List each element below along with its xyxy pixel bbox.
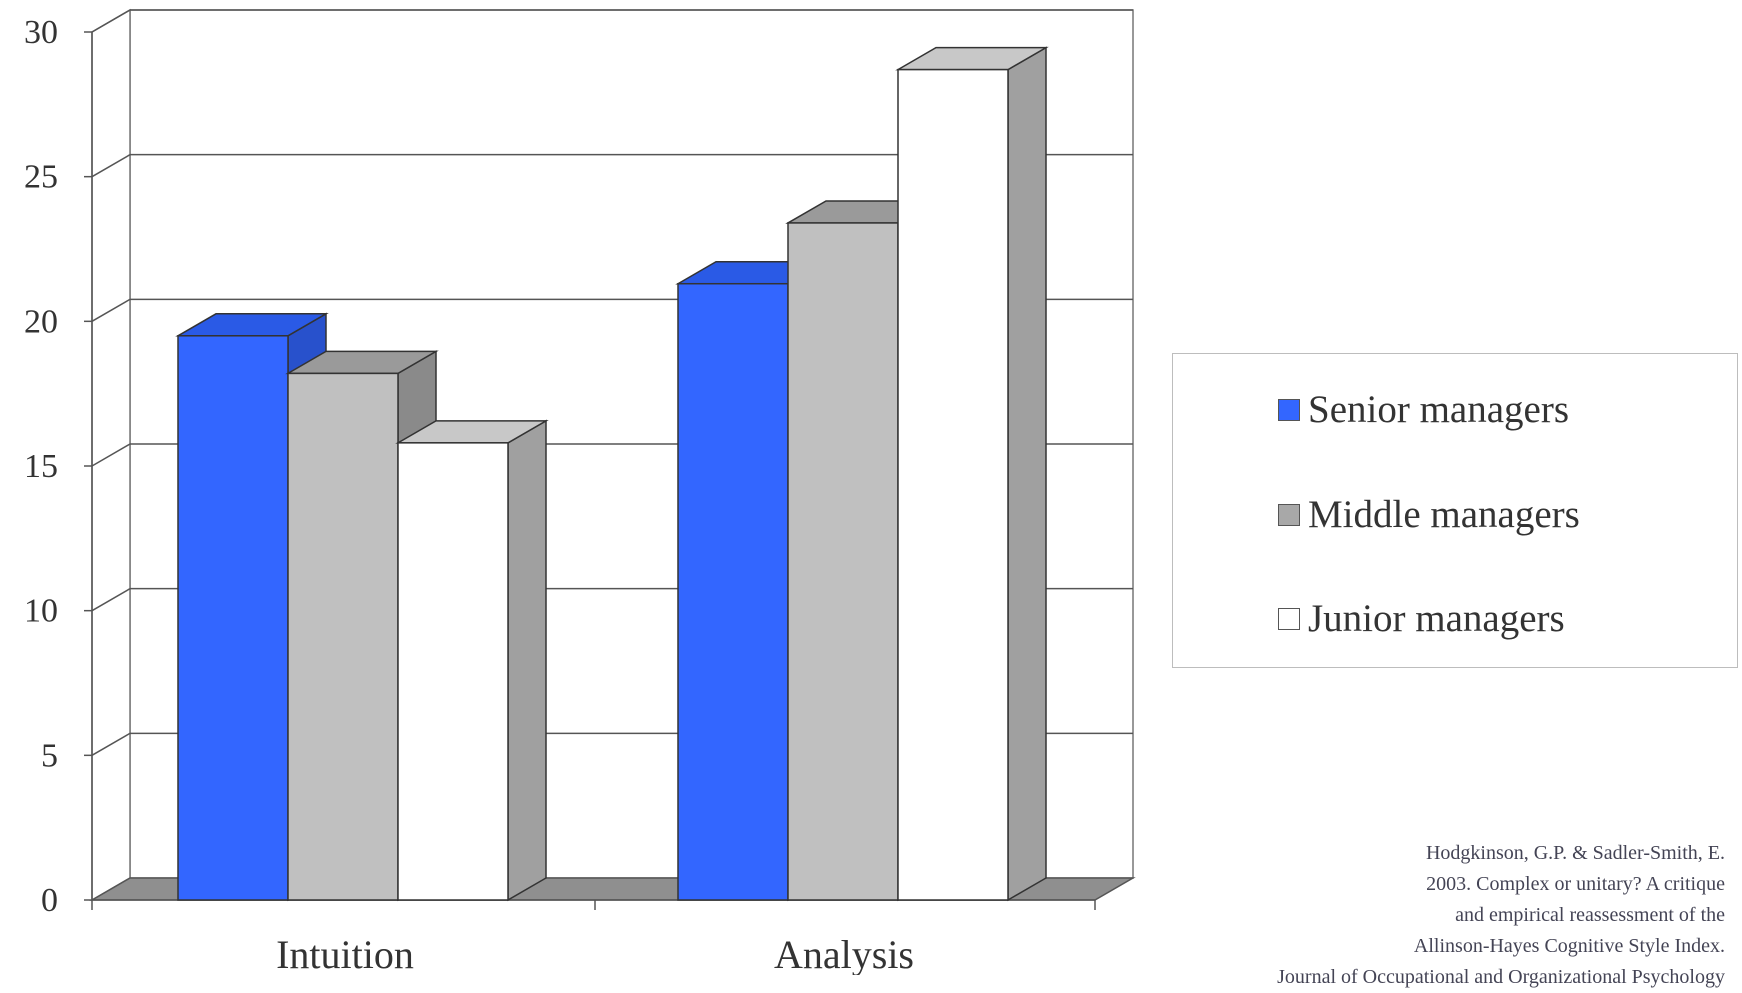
gridline-depth bbox=[91, 443, 131, 467]
bar-side-intuition-2 bbox=[507, 419, 547, 902]
bar-side-analysis-2 bbox=[1007, 46, 1047, 902]
legend-label-junior: Junior managers bbox=[1308, 597, 1565, 640]
gridline-depth bbox=[91, 298, 131, 322]
gridline-depth bbox=[91, 9, 131, 33]
citation-line: Allinson-Hayes Cognitive Style Index. bbox=[1413, 935, 1725, 957]
x-tick-label-intuition: Intuition bbox=[276, 932, 414, 975]
citation-line: Journal of Occupational and Organization… bbox=[1277, 966, 1725, 988]
y-tick-label: 10 bbox=[24, 593, 58, 630]
y-tick-label: 5 bbox=[41, 737, 58, 774]
y-tick-label: 15 bbox=[24, 448, 58, 485]
legend-swatch-senior bbox=[1278, 398, 1300, 421]
bar-analysis-senior-managers bbox=[677, 282, 789, 901]
legend-item-junior: Junior managers bbox=[1278, 596, 1565, 641]
legend-swatch-middle bbox=[1278, 503, 1300, 526]
y-tick-label: 0 bbox=[41, 882, 58, 919]
gridline-depth bbox=[91, 732, 131, 756]
x-tick-label-analysis: Analysis bbox=[774, 932, 914, 975]
bar-intuition-middle-managers bbox=[287, 372, 399, 901]
legend-item-middle: Middle managers bbox=[1278, 492, 1580, 537]
citation-line: Hodgkinson, G.P. & Sadler-Smith, E. bbox=[1425, 842, 1725, 864]
citation-line: 2003. Complex or unitary? A critique bbox=[1426, 873, 1725, 895]
y-tick-label: 25 bbox=[24, 159, 58, 196]
citation-line: and empirical reassessment of the bbox=[1455, 904, 1725, 926]
legend-label-senior: Senior managers bbox=[1308, 388, 1570, 431]
bar-analysis-middle-managers bbox=[787, 222, 899, 901]
legend-label-middle: Middle managers bbox=[1308, 493, 1580, 536]
gridline-depth bbox=[91, 154, 131, 178]
y-tick-label: 30 bbox=[24, 14, 58, 51]
gridline-depth bbox=[91, 588, 131, 612]
legend-swatch-junior bbox=[1278, 607, 1300, 630]
bar-intuition-senior-managers bbox=[177, 335, 289, 901]
bar-analysis-junior-managers bbox=[897, 68, 1009, 901]
citation: Hodgkinson, G.P. & Sadler-Smith, E. 2003… bbox=[1245, 838, 1725, 993]
legend: Senior managers Middle managers Junior m… bbox=[1172, 353, 1738, 668]
bar-intuition-junior-managers bbox=[397, 442, 509, 901]
y-tick-label: 20 bbox=[24, 303, 58, 340]
legend-item-senior: Senior managers bbox=[1278, 387, 1569, 432]
